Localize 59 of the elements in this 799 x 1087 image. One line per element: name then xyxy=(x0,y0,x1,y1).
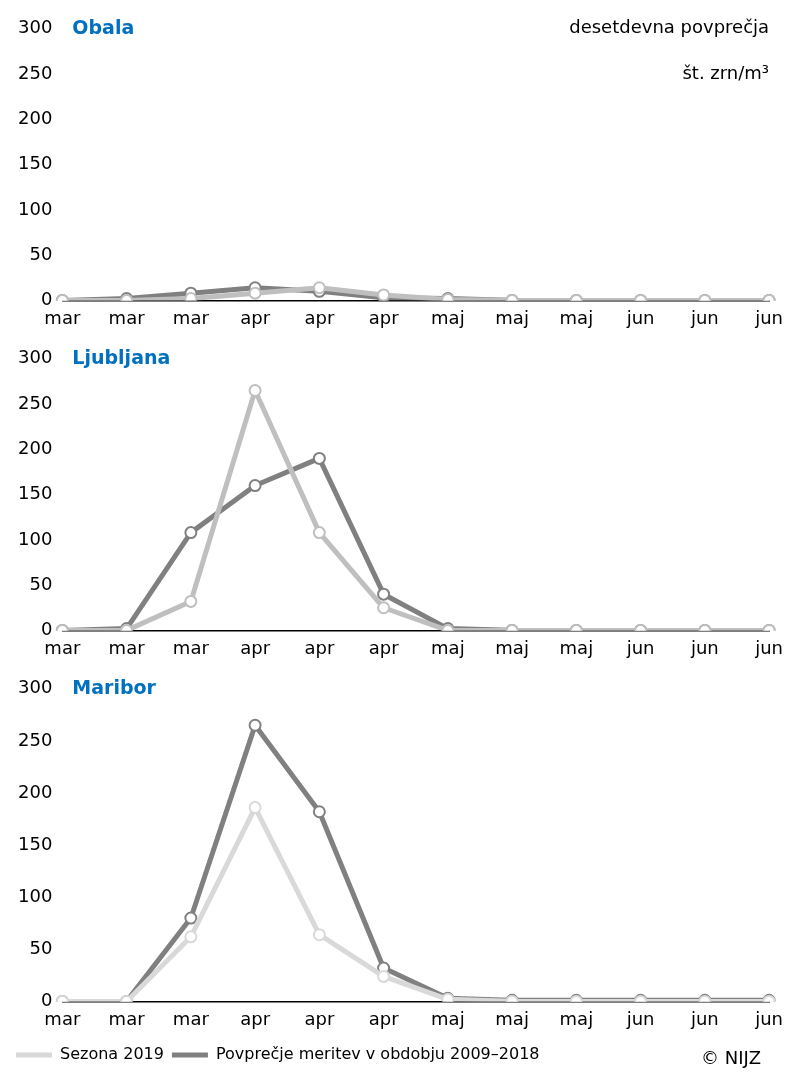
x-tick-label: apr xyxy=(368,306,400,328)
x-tick-label: maj xyxy=(431,1007,465,1029)
x-tick-label: jun xyxy=(625,1007,655,1029)
x-tick-label: maj xyxy=(431,306,465,328)
x-tick-label: maj xyxy=(495,636,529,658)
chart-title: Obala xyxy=(72,15,135,38)
x-tick-label: apr xyxy=(240,1007,271,1029)
x-tick-label: apr xyxy=(304,1007,335,1029)
x-tick-label: maj xyxy=(495,306,529,328)
x-tick-label: jun xyxy=(754,306,784,328)
y-tick-label: 50 xyxy=(29,242,53,264)
x-tick-label: mar xyxy=(172,1007,210,1029)
y-tick-label: 300 xyxy=(18,16,53,38)
y-tick-label: 250 xyxy=(18,728,53,750)
y-tick-label: 200 xyxy=(18,437,53,459)
y-tick-label: 50 xyxy=(29,572,53,594)
x-tick-label: apr xyxy=(368,636,400,658)
chart-title: Maribor xyxy=(72,675,157,698)
y-tick-label: 100 xyxy=(18,527,53,549)
y-tick-label: 150 xyxy=(18,482,53,504)
x-tick-label: maj xyxy=(559,306,594,328)
x-tick-label: jun xyxy=(625,306,655,328)
x-tick-label: maj xyxy=(559,636,594,658)
x-tick-label: jun xyxy=(754,636,784,658)
y-tick-label: 150 xyxy=(18,832,53,854)
x-tick-label: apr xyxy=(304,636,335,658)
x-tick-label: apr xyxy=(240,636,271,658)
y-tick-label: 150 xyxy=(18,152,53,174)
x-tick-label: mar xyxy=(172,306,210,328)
y-tick-label: 100 xyxy=(18,884,53,906)
x-tick-label: jun xyxy=(625,636,655,658)
legend-label: Sezona 2019 xyxy=(60,1044,164,1064)
y-tick-label: 250 xyxy=(18,61,53,83)
x-tick-label: mar xyxy=(108,306,146,328)
y-tick-label: 200 xyxy=(18,107,53,129)
x-tick-label: maj xyxy=(559,1007,594,1029)
annotation: desetdevna povprečja xyxy=(569,16,770,38)
y-tick-label: 300 xyxy=(18,676,53,698)
chart-title: Ljubljana xyxy=(72,345,171,368)
x-tick-label: mar xyxy=(108,636,146,658)
text: © NIJZ xyxy=(700,1046,762,1068)
x-tick-label: jun xyxy=(689,1007,719,1029)
x-tick-label: mar xyxy=(108,1007,146,1029)
legend-label: Povprečje meritev v obdobju 2009–2018 xyxy=(215,1044,540,1064)
x-tick-label: jun xyxy=(689,636,719,658)
x-tick-label: jun xyxy=(689,306,719,328)
y-tick-label: 50 xyxy=(29,936,53,958)
y-tick-label: 100 xyxy=(18,197,53,219)
x-tick-label: apr xyxy=(304,306,335,328)
y-tick-label: 200 xyxy=(18,780,53,802)
annotation: št. zrn/m³ xyxy=(682,62,770,84)
x-tick-label: apr xyxy=(368,1007,400,1029)
x-tick-label: mar xyxy=(172,636,210,658)
y-tick-label: 250 xyxy=(18,391,53,413)
x-tick-label: apr xyxy=(240,306,271,328)
x-tick-label: maj xyxy=(495,1007,529,1029)
x-tick-label: jun xyxy=(754,1007,784,1029)
y-tick-label: 300 xyxy=(18,346,53,368)
x-tick-label: maj xyxy=(431,636,465,658)
